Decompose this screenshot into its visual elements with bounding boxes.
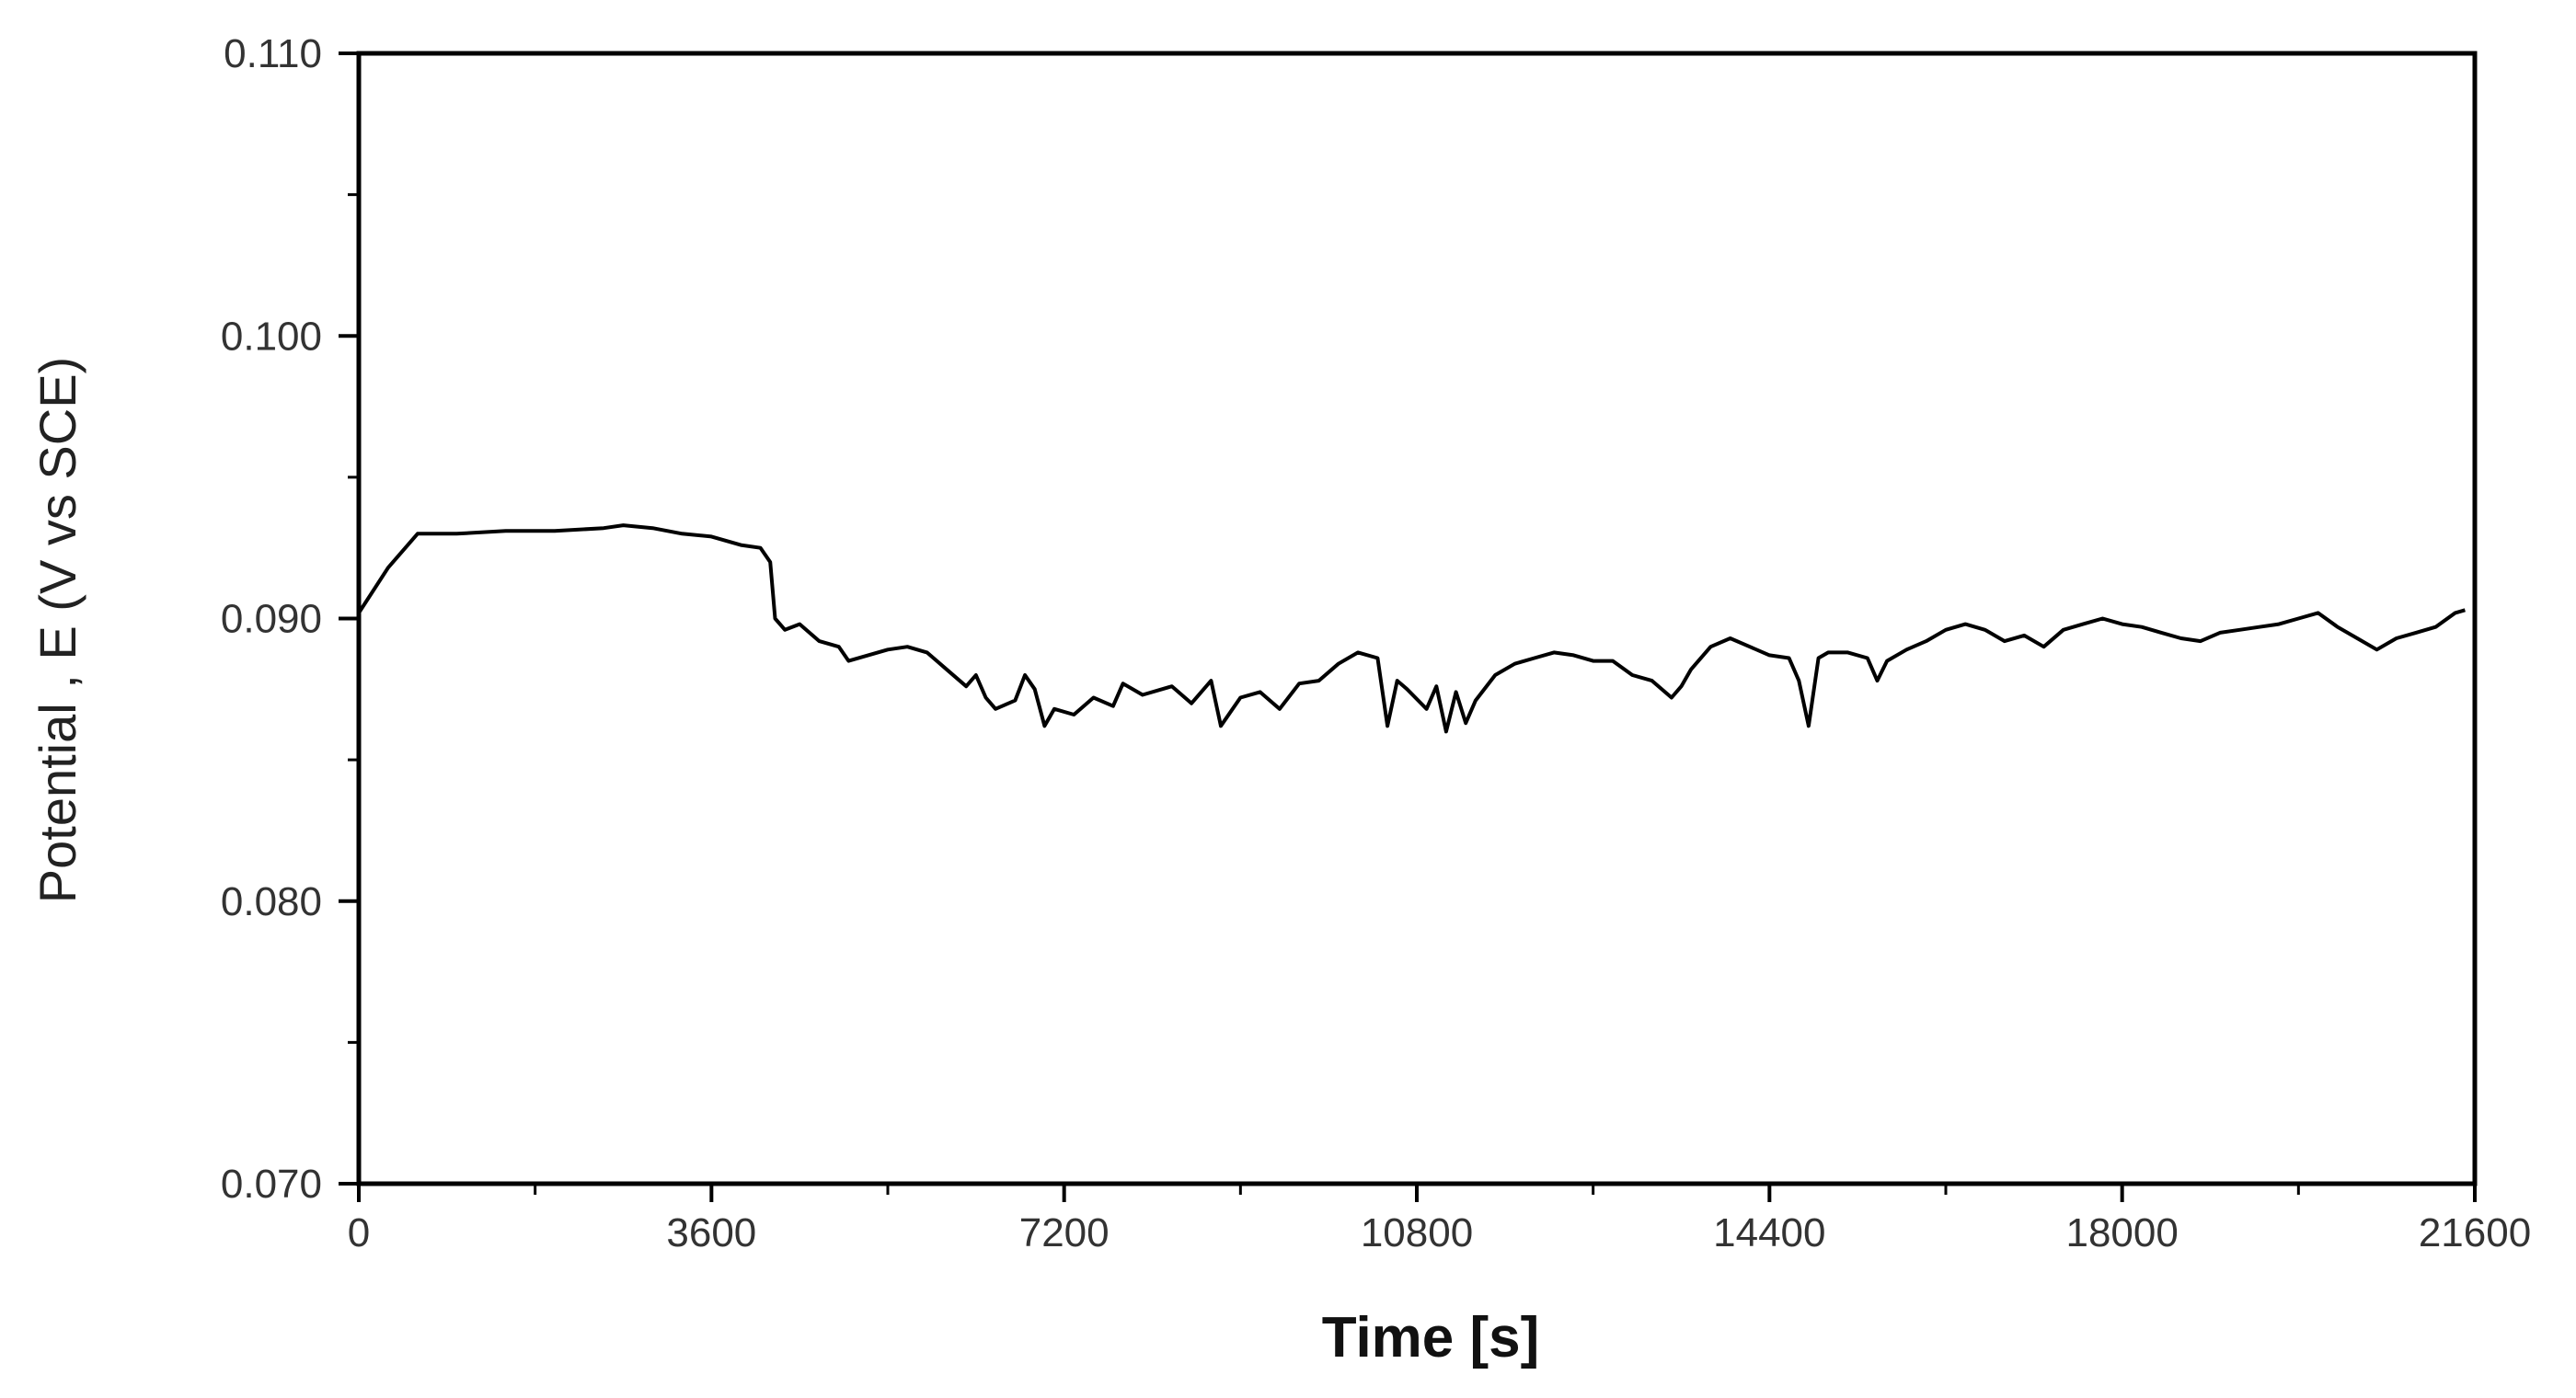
- y-tick-label: 0.080: [221, 879, 322, 924]
- y-tick-label: 0.110: [224, 31, 322, 76]
- x-tick-label: 0: [348, 1210, 370, 1255]
- y-axis-title: Potential , E (V vs SCE): [29, 357, 86, 903]
- x-tick-label: 14400: [1713, 1210, 1825, 1255]
- x-axis-title: Time [s]: [1322, 1306, 1540, 1369]
- y-tick-label: 0.100: [221, 314, 322, 359]
- ticks-layer: 0 3600 7200 10800 14400 18000 21600 0.070 0.080 0…: [221, 31, 2531, 1255]
- potential-series-line: [357, 523, 2466, 734]
- x-tick-label: 10800: [1361, 1210, 1473, 1255]
- plot-frame: [356, 51, 2478, 1186]
- y-tick-label: 0.090: [221, 597, 322, 642]
- axes-layer: [356, 51, 2478, 1186]
- x-tick-label: 18000: [2065, 1210, 2178, 1255]
- y-tick-label: 0.070: [221, 1162, 322, 1207]
- x-tick-label: 21600: [2419, 1210, 2531, 1255]
- data-layer: [357, 523, 2466, 734]
- x-tick-label: 7200: [1019, 1210, 1110, 1255]
- x-tick-label: 3600: [666, 1210, 756, 1255]
